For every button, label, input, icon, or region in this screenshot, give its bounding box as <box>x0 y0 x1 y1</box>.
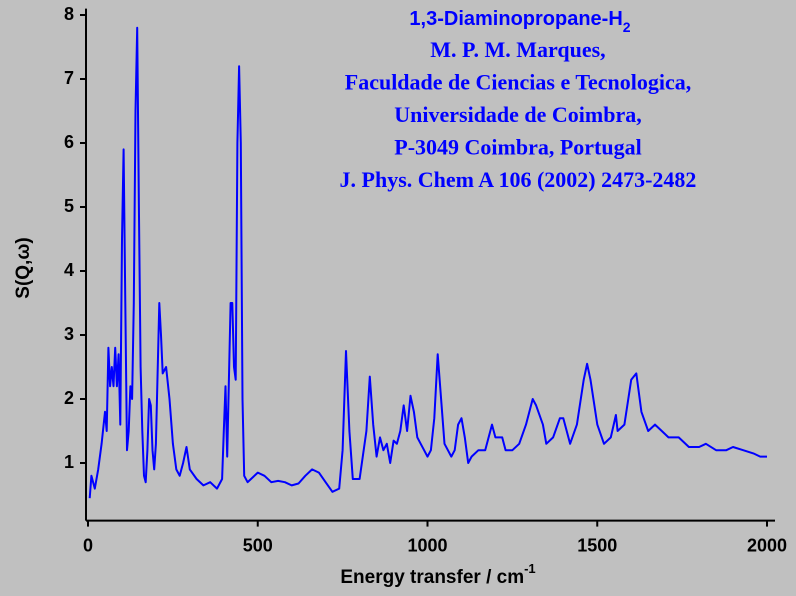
chart-title: 1,3-Diaminopropane-H2 <box>409 8 630 34</box>
spectrum-line <box>88 26 767 499</box>
x-tick-label: 500 <box>243 535 273 555</box>
x-tick-label: 0 <box>83 535 93 555</box>
y-tick-label: 1 <box>64 452 74 472</box>
x-tick-label: 2000 <box>747 535 787 555</box>
title-text: 1,3-Diaminopropane-H <box>409 8 622 30</box>
y-axis-label: S(Q,ω) <box>13 237 34 298</box>
annotation: Faculdade de Ciencias e Tecnologica, <box>345 70 692 95</box>
y-tick-label: 3 <box>64 324 74 344</box>
y-tick-label: 8 <box>64 4 74 24</box>
y-tick-label: 5 <box>64 196 74 216</box>
x-label-superscript: -1 <box>524 561 536 576</box>
annotation: P-3049 Coimbra, Portugal <box>394 135 641 160</box>
annotation: M. P. M. Marques, <box>430 37 605 62</box>
x-label-text: Energy transfer / cm <box>340 567 524 588</box>
annotation: J. Phys. Chem A 106 (2002) 2473-2482 <box>340 167 697 192</box>
x-tick-label: 1500 <box>577 535 617 555</box>
annotation: Universidade de Coimbra, <box>394 102 642 127</box>
x-axis-label: Energy transfer / cm-1 <box>340 561 535 588</box>
y-tick-label: 2 <box>64 388 74 408</box>
title-subscript: 2 <box>623 19 631 35</box>
y-tick-label: 7 <box>64 68 74 88</box>
y-tick-label: 4 <box>64 260 74 280</box>
x-tick-label: 1000 <box>407 535 447 555</box>
y-tick-label: 6 <box>64 132 74 152</box>
